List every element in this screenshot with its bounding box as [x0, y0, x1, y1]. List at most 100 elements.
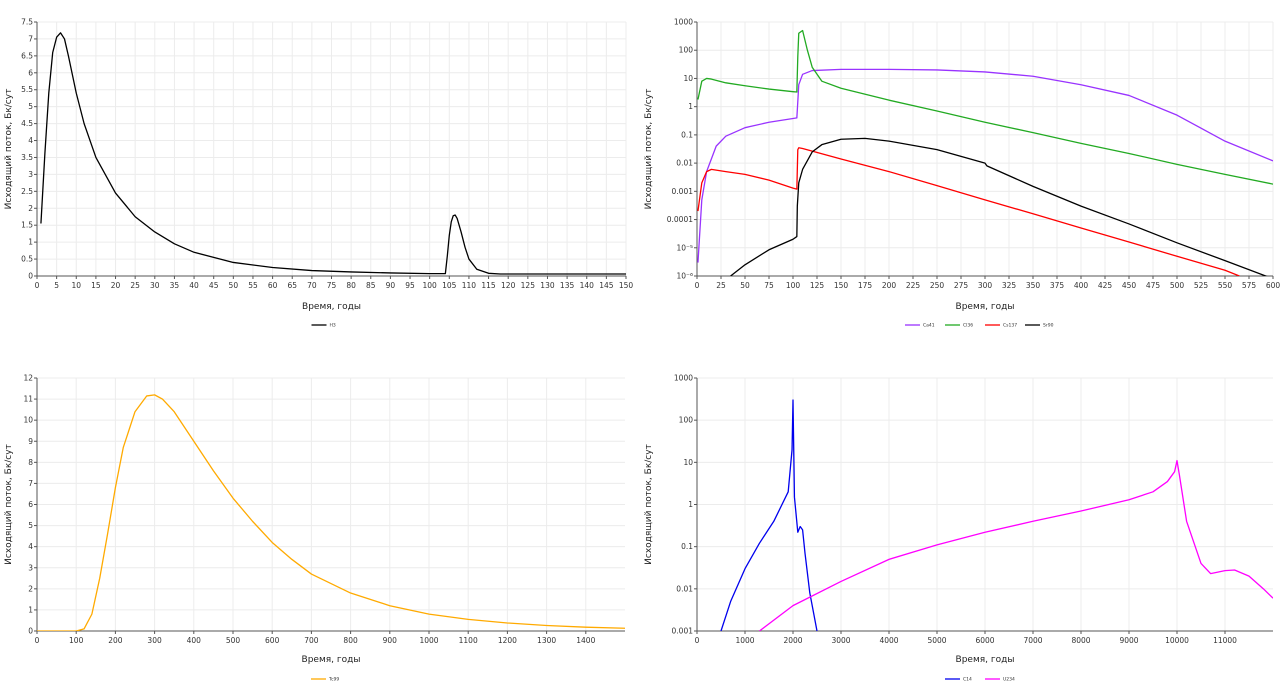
y-tick-label: 4	[28, 542, 33, 551]
x-tick-label: 70	[307, 281, 317, 290]
x-tick-label: 300	[978, 281, 993, 290]
x-tick-label: 10	[71, 281, 81, 290]
x-tick-label: 325	[1002, 281, 1017, 290]
x-tick-label: 9000	[1119, 636, 1138, 645]
x-tick-label: 0	[695, 636, 700, 645]
x-tick-label: 0	[35, 636, 40, 645]
y-tick-label: 1	[688, 102, 693, 111]
x-axis-title: Время, годы	[956, 302, 1015, 312]
series-line-cl36	[697, 29, 1273, 185]
x-tick-label: 450	[1122, 281, 1137, 290]
x-tick-label: 65	[287, 281, 297, 290]
x-tick-label: 30	[150, 281, 160, 290]
y-tick-label: 11	[23, 395, 33, 404]
y-axis-title: Исходящий поток, Бк/сут	[4, 444, 14, 565]
y-tick-label: 4.5	[21, 119, 33, 128]
x-tick-label: 1100	[459, 636, 478, 645]
chart-h3-svg: 0 5 10 15 20 25 30 35 40 45 50 55 60 65 70 75 80 85 90 95 10…	[4, 18, 633, 329]
x-tick-label: 225	[906, 281, 921, 290]
x-tick-label: 575	[1242, 281, 1257, 290]
y-tick-label: 5	[28, 102, 33, 111]
x-tick-label: 5	[54, 281, 59, 290]
y-tick-label: 0.001	[672, 187, 694, 196]
y-tick-label: 6.5	[21, 51, 33, 60]
chart-ca41-cl36-cs137-sr90: 0 25 50 75 100 125 150 175 200 225 250 275 300 325 350…	[640, 0, 1280, 345]
y-tick-label: 4	[28, 136, 33, 145]
x-tick-label: 475	[1146, 281, 1161, 290]
chart-c14-u234: 0 1000 2000 3000 4000 5000 6000 7000 8000 9000 100…	[640, 345, 1280, 690]
x-tick-label: 20	[111, 281, 121, 290]
y-tick-label: 10⁻⁶	[676, 272, 693, 281]
x-axis-title: Время, годы	[956, 655, 1015, 665]
x-tick-label: 50	[229, 281, 239, 290]
y-tick-label: 7	[28, 479, 33, 488]
x-axis-title: Время, годы	[302, 302, 361, 312]
x-tick-label: 525	[1194, 281, 1209, 290]
x-tick-label: 100	[423, 281, 438, 290]
x-tick-label: 1000	[735, 636, 754, 645]
x-tick-label: 125	[810, 281, 825, 290]
x-tick-label: 425	[1098, 281, 1113, 290]
y-tick-label: 10⁻⁵	[676, 243, 693, 252]
x-tick-label: 150	[834, 281, 849, 290]
legend-label-u234: U234	[1003, 677, 1015, 683]
series-line-sr90	[730, 137, 1268, 276]
x-tick-label: 80	[346, 281, 356, 290]
x-tick-label: 700	[304, 636, 319, 645]
x-tick-label: 500	[226, 636, 241, 645]
x-tick-label: 75	[327, 281, 337, 290]
x-tick-label: 250	[930, 281, 945, 290]
x-tick-label: 125	[521, 281, 536, 290]
y-tick-label: 3	[28, 563, 33, 572]
x-tick-label: 1400	[576, 636, 595, 645]
x-tick-label: 375	[1050, 281, 1065, 290]
x-tick-label: 105	[442, 281, 457, 290]
x-tick-label: 10000	[1165, 636, 1189, 645]
y-tick-label: 2.5	[21, 187, 33, 196]
y-tick-label: 6	[28, 500, 33, 509]
legend-label-h3: H3	[330, 323, 336, 329]
y-axis-title: Исходящий поток, Бк/сут	[644, 444, 654, 565]
x-tick-label: 90	[386, 281, 396, 290]
x-tick-label: 300	[147, 636, 162, 645]
y-tick-label: 1	[28, 238, 33, 247]
y-tick-label: 0	[28, 272, 33, 281]
legend-label-sr90: Sr90	[1043, 323, 1054, 329]
y-axis-title: Исходящий поток, Бк/сут	[4, 89, 14, 210]
y-tick-label: 1.5	[21, 221, 33, 230]
y-tick-label: 5.5	[21, 85, 33, 94]
legend-label-cl36: Cl36	[963, 323, 973, 329]
x-tick-label: 2000	[783, 636, 802, 645]
x-tick-label: 5000	[927, 636, 946, 645]
chart-tc99: 0 100 200 300 400 500 600 700 800 900 1000 1100 1200…	[0, 345, 640, 690]
x-axis-title: Время, годы	[302, 655, 361, 665]
x-tick-label: 900	[383, 636, 398, 645]
y-tick-label: 0	[28, 627, 33, 636]
y-tick-label: 1	[28, 605, 33, 614]
y-tick-label: 0.0001	[667, 215, 693, 224]
y-tick-label: 0.01	[676, 584, 693, 593]
y-tick-label: 6	[28, 68, 33, 77]
y-tick-label: 2	[28, 584, 33, 593]
y-tick-label: 3	[28, 170, 33, 179]
x-tick-label: 100	[69, 636, 84, 645]
x-tick-label: 135	[560, 281, 575, 290]
x-tick-label: 0	[695, 281, 700, 290]
x-tick-label: 60	[268, 281, 278, 290]
y-tick-label: 1000	[674, 374, 693, 383]
legend-label-c14: C14	[963, 677, 972, 683]
x-tick-label: 130	[540, 281, 555, 290]
x-tick-label: 0	[35, 281, 40, 290]
x-tick-label: 85	[366, 281, 376, 290]
x-tick-label: 500	[1170, 281, 1185, 290]
y-tick-label: 0.01	[676, 159, 693, 168]
x-tick-label: 35	[170, 281, 180, 290]
x-tick-label: 600	[265, 636, 280, 645]
x-tick-label: 175	[858, 281, 873, 290]
series-line-tc99	[37, 394, 625, 631]
x-tick-label: 120	[501, 281, 516, 290]
x-tick-label: 25	[130, 281, 140, 290]
x-tick-label: 11000	[1213, 636, 1237, 645]
x-tick-label: 200	[882, 281, 897, 290]
x-tick-label: 45	[209, 281, 219, 290]
